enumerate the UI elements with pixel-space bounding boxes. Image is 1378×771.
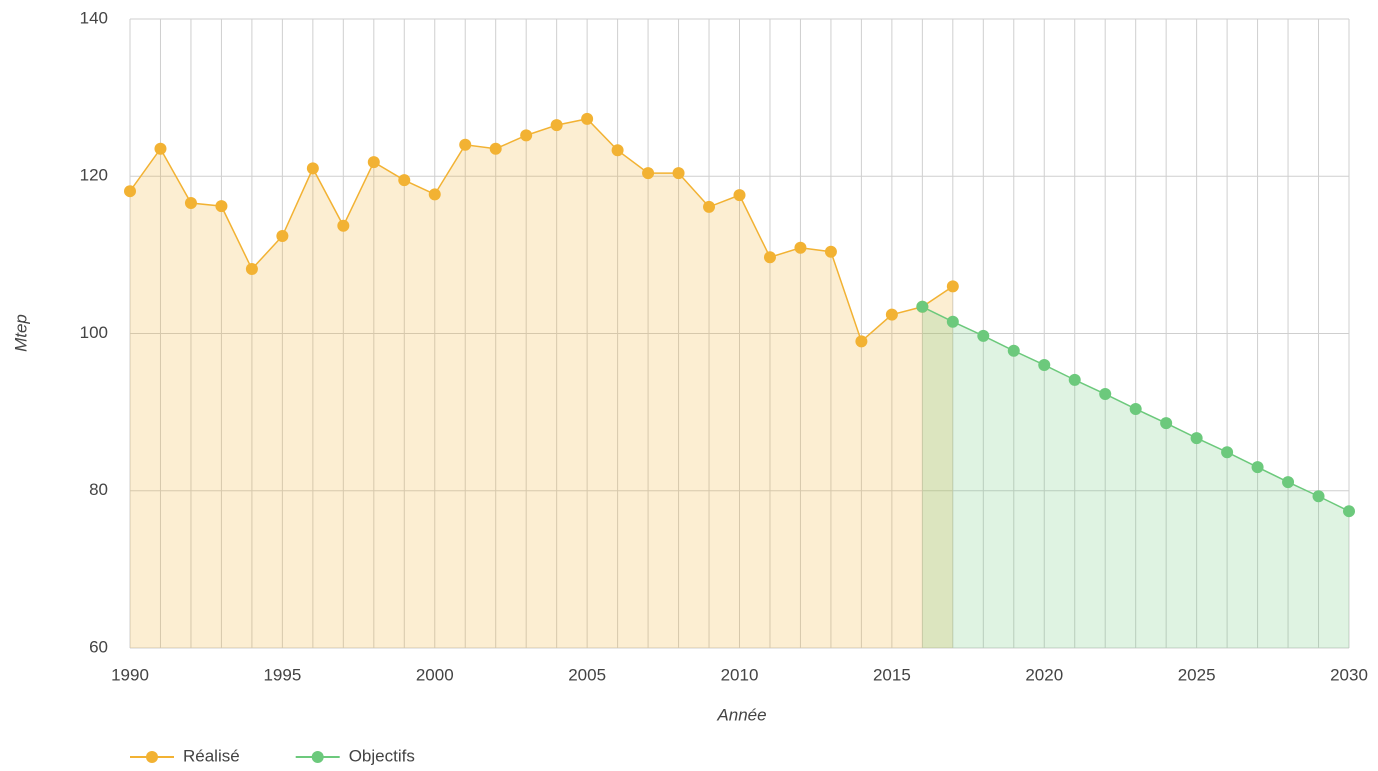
data-point <box>1221 446 1234 459</box>
data-point <box>1068 373 1081 386</box>
x-tick-label: 2010 <box>721 665 759 684</box>
legend-marker <box>146 751 158 763</box>
x-tick-label: 1990 <box>111 665 149 684</box>
data-point <box>276 230 289 243</box>
data-point <box>581 112 594 125</box>
data-point <box>916 300 929 313</box>
area <box>130 118 953 648</box>
data-point <box>428 188 441 201</box>
legend-label: Réalisé <box>183 746 240 765</box>
y-axis-label: Mtep <box>11 314 30 352</box>
data-point <box>306 162 319 175</box>
y-tick-label: 60 <box>89 637 108 656</box>
data-point <box>184 196 197 209</box>
y-tick-label: 80 <box>89 480 108 499</box>
area <box>922 306 1349 648</box>
data-point <box>1099 388 1112 401</box>
data-point <box>245 263 258 276</box>
data-point <box>154 142 167 155</box>
data-point <box>855 335 868 348</box>
x-tick-label: 2005 <box>568 665 606 684</box>
data-point <box>337 219 350 232</box>
line <box>129 118 954 343</box>
data-point <box>1129 402 1142 415</box>
legend-marker <box>311 751 324 763</box>
data-point <box>824 245 837 258</box>
y-tick-label: 100 <box>80 323 108 342</box>
data-point <box>367 156 380 169</box>
x-tick-label: 2000 <box>416 665 454 684</box>
data-point <box>1160 417 1173 430</box>
data-point <box>1251 461 1264 474</box>
data-point <box>733 189 746 202</box>
data-point <box>1190 432 1203 445</box>
data-point <box>459 138 472 151</box>
data-point <box>398 174 411 187</box>
data-point <box>520 129 533 142</box>
x-tick-label: 2020 <box>1025 665 1063 684</box>
data-point <box>763 251 776 264</box>
x-tick-label: 2030 <box>1330 665 1368 684</box>
data-point <box>703 200 716 213</box>
x-tick-label: 2015 <box>873 665 911 684</box>
data-point <box>215 200 228 213</box>
data-point <box>1038 358 1051 371</box>
x-tick-label: 1995 <box>263 665 301 684</box>
data-point <box>1343 505 1355 518</box>
data-point <box>885 308 898 321</box>
y-tick-label: 140 <box>80 8 108 27</box>
data-point <box>672 167 685 180</box>
data-point <box>1282 476 1295 489</box>
x-axis-label: Année <box>716 705 766 724</box>
data-point <box>489 142 502 155</box>
data-point <box>611 144 624 157</box>
data-point <box>794 241 807 254</box>
data-point <box>946 280 959 293</box>
data-point <box>550 119 563 132</box>
data-point <box>946 315 959 328</box>
y-tick-label: 120 <box>80 166 108 185</box>
legend-label: Objectifs <box>349 746 415 765</box>
data-point <box>1312 490 1325 503</box>
data-point <box>1007 344 1020 357</box>
data-point <box>642 167 655 180</box>
x-tick-label: 2025 <box>1178 665 1216 684</box>
data-point <box>977 329 990 342</box>
data-point <box>124 185 136 198</box>
